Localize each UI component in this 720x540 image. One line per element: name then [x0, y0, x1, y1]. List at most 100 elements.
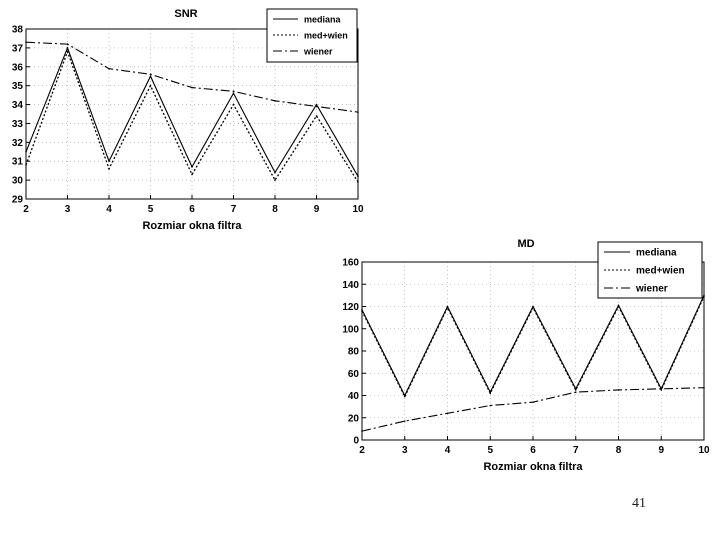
data-point	[149, 73, 152, 76]
data-point	[357, 111, 359, 113]
legend-entry: mediana	[304, 15, 342, 25]
x-tick-label: 7	[231, 204, 237, 215]
chart-title: SNR	[174, 8, 197, 20]
x-tick-label: 2	[359, 445, 365, 456]
legend: mediana med+wien wiener	[597, 241, 703, 299]
chart-md: 2 3 4 5 6 7 8 9 10020406080100120140160MDRozmiar…	[342, 238, 710, 473]
data-point	[149, 84, 152, 87]
x-tick-label: 4	[445, 445, 451, 456]
data-point	[25, 41, 27, 44]
data-point	[403, 420, 406, 422]
legend-entry: wiener	[303, 47, 333, 57]
data-point	[232, 103, 235, 106]
data-point	[703, 386, 705, 389]
y-tick-label: 60	[348, 369, 360, 380]
data-point	[191, 166, 193, 168]
y-tick-label: 35	[12, 81, 24, 92]
x-axis-label: Rozmiar okna filtra	[483, 461, 583, 473]
legend: mediana med+wien wiener	[266, 8, 358, 63]
data-point	[361, 309, 363, 311]
y-tick-label: 160	[342, 258, 359, 269]
y-tick-label: 38	[12, 25, 24, 36]
data-point	[232, 92, 235, 95]
data-point	[66, 47, 69, 49]
legend-entry: mediana	[636, 248, 677, 259]
x-tick-label: 5	[487, 445, 493, 456]
y-tick-label: 80	[348, 347, 360, 358]
data-point	[446, 305, 449, 308]
x-tick-label: 3	[402, 445, 408, 456]
data-point	[574, 389, 577, 391]
x-tick-label: 7	[573, 445, 579, 456]
chart-snr: 2 3 4 5 6 7 8 9 1029303132333435363738SNRRozmiar…	[12, 8, 364, 232]
y-tick-label: 40	[348, 391, 360, 402]
data-point	[532, 401, 534, 403]
y-tick-label: 34	[12, 100, 24, 111]
x-tick-label: 2	[23, 204, 29, 215]
data-point	[446, 412, 449, 415]
chart-title: MD	[517, 238, 534, 250]
data-point	[489, 392, 492, 395]
data-point	[191, 86, 193, 89]
data-point	[315, 105, 318, 108]
data-point	[617, 389, 620, 391]
x-tick-label: 3	[65, 204, 71, 215]
data-point	[108, 160, 110, 163]
data-point	[703, 294, 705, 297]
data-point	[274, 99, 276, 102]
x-tick-label: 8	[272, 204, 278, 215]
legend-box	[597, 241, 703, 299]
data-point	[191, 173, 193, 176]
data-point	[660, 389, 663, 391]
y-tick-label: 30	[12, 176, 24, 187]
data-point	[617, 305, 620, 308]
x-tick-label: 5	[148, 204, 154, 215]
data-point	[357, 175, 359, 178]
data-point	[703, 295, 705, 298]
data-point	[66, 50, 69, 53]
x-axis-label: Rozmiar okna filtra	[142, 220, 242, 232]
y-tick-label: 120	[342, 302, 359, 313]
y-tick-label: 33	[12, 119, 24, 130]
x-tick-label: 9	[314, 204, 320, 215]
data-point	[25, 164, 27, 166]
x-tick-label: 9	[658, 445, 664, 456]
data-point	[66, 43, 69, 45]
data-point	[361, 310, 363, 312]
data-point	[574, 391, 577, 393]
data-point	[232, 90, 235, 93]
data-point	[315, 115, 318, 117]
y-tick-label: 31	[12, 157, 24, 168]
x-tick-label: 6	[530, 445, 536, 456]
x-tick-label: 4	[106, 204, 112, 215]
y-tick-label: 20	[348, 413, 360, 424]
y-tick-label: 140	[342, 280, 359, 291]
y-tick-label: 29	[12, 195, 24, 206]
data-point	[489, 404, 492, 407]
y-tick-label: 0	[353, 436, 359, 447]
x-tick-label: 10	[352, 204, 364, 215]
data-point	[108, 67, 110, 70]
y-tick-label: 37	[12, 43, 24, 54]
legend-entry: med+wien	[304, 31, 348, 41]
x-tick-label: 8	[616, 445, 622, 456]
legend-entry: med+wien	[636, 266, 685, 277]
x-tick-label: 6	[189, 204, 195, 215]
data-point	[315, 103, 318, 106]
legend-entry: wiener	[635, 284, 668, 295]
data-point	[532, 306, 534, 309]
y-tick-label: 36	[12, 62, 24, 73]
data-point	[357, 181, 359, 183]
data-point	[108, 167, 110, 170]
y-tick-label: 32	[12, 138, 24, 149]
data-point	[660, 388, 663, 390]
data-point	[25, 150, 27, 153]
data-point	[274, 179, 276, 181]
x-tick-label: 10	[698, 445, 710, 456]
data-point	[361, 430, 363, 432]
data-point	[149, 75, 152, 78]
data-point	[274, 171, 276, 174]
y-tick-label: 100	[342, 324, 359, 335]
data-point	[446, 306, 449, 309]
